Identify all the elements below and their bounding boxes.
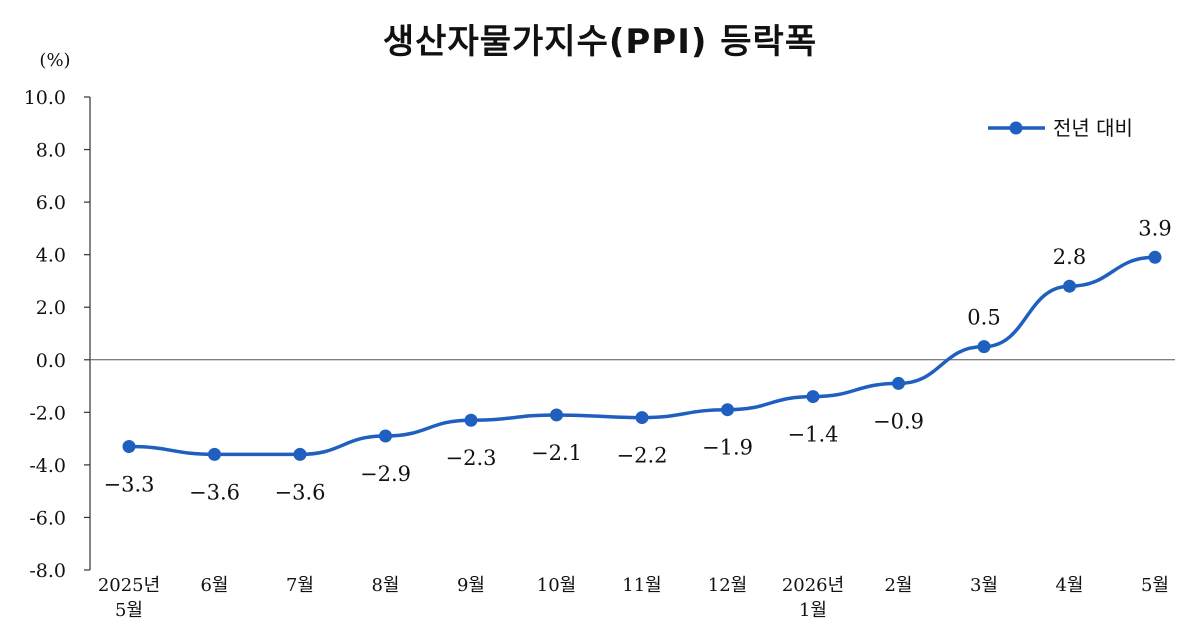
x-tick-label: 12월 [708,575,747,596]
data-label: −3.3 [104,472,155,496]
data-label: −2.9 [360,462,411,486]
x-tick-label: 7월 [286,575,314,596]
x-tick-label: 2025년 [98,575,160,596]
data-label: −3.6 [275,480,326,504]
x-tick-label: 4월 [1055,575,1083,596]
data-point [806,390,820,404]
data-point [122,439,136,453]
data-point [550,408,563,422]
data-label: −1.4 [788,423,839,447]
y-axis-unit: (%) [39,50,70,71]
x-tick-label: 2026년 [782,575,844,596]
y-axis-ticks: 10.0 8.0 6.0 4.0 2.0 0.0 -2.0 -4.0 -6.0 -8.0 [24,87,90,582]
x-tick-label: 10월 [537,575,576,596]
legend-marker [1009,121,1023,135]
data-label: 3.9 [1138,216,1171,240]
data-label: −2.2 [617,444,668,468]
data-point [379,429,392,443]
data-point [892,376,905,390]
data-point [293,447,307,461]
data-label: −3.6 [189,480,240,504]
data-point [1148,250,1162,264]
x-tick-label: 5월 [1141,575,1169,596]
chart-axes: (%) [39,50,1175,570]
x-tick-label: 3월 [970,575,998,596]
data-label: 0.5 [967,306,1000,330]
series-line [127,255,1157,457]
y-tick-label: -2.0 [29,402,66,424]
data-point [208,447,221,461]
y-tick-label: 10.0 [24,87,66,109]
data-labels: −3.3 −3.6 −3.6 −2.9 −2.3 −2.1 −2.2 −1.9 −1.4 −0.9… [104,216,1172,504]
data-label: −2.1 [531,441,582,465]
data-label: −0.9 [873,409,924,433]
y-tick-label: -4.0 [29,455,66,477]
x-tick-label: 1월 [799,600,827,621]
y-tick-label: 8.0 [36,140,66,162]
x-tick-label: 8월 [371,575,399,596]
data-point [977,340,991,354]
y-tick-label: 4.0 [36,245,66,267]
x-axis-ticks: 2025년 5월 6월 7월 8월 9월 10월 11월 12월 2026년 1월 2월 3월 4월 5월 [98,575,1169,621]
y-tick-label: 0.0 [36,350,66,372]
data-label: 2.8 [1053,245,1086,269]
data-label: −1.9 [702,436,753,460]
legend: 전년 대비 [988,116,1133,140]
x-tick-label: 11월 [622,575,661,596]
y-tick-label: 6.0 [36,192,66,214]
data-label: −2.3 [446,446,497,470]
series-group [122,250,1162,461]
chart-title: 생산자물가지수(PPI) 등락폭 [382,22,818,62]
x-tick-label: 6월 [200,575,228,596]
x-tick-label: 2월 [884,575,912,596]
data-point [721,403,734,417]
data-point [635,411,649,425]
y-tick-label: -6.0 [29,507,66,529]
data-point [464,413,478,427]
y-tick-label: 2.0 [36,297,66,319]
data-point [1063,279,1076,293]
x-tick-label: 5월 [115,600,143,621]
x-tick-label: 9월 [457,575,485,596]
y-tick-label: -8.0 [29,560,66,582]
legend-label: 전년 대비 [1053,116,1133,140]
